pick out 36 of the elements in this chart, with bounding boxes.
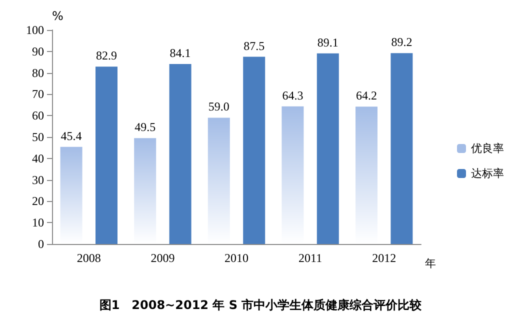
y-tick-label: 30 bbox=[32, 172, 44, 187]
bar bbox=[390, 53, 413, 244]
y-tick-label: 10 bbox=[32, 216, 44, 230]
y-tick-label: 100 bbox=[26, 23, 44, 37]
data-label: 59.0 bbox=[208, 100, 230, 114]
x-tick-label: 2011 bbox=[298, 251, 322, 265]
bar bbox=[243, 56, 266, 244]
data-label: 45.4 bbox=[60, 128, 82, 143]
y-axis-title: % bbox=[52, 9, 64, 23]
data-label: 87.5 bbox=[244, 38, 265, 53]
data-label: 89.1 bbox=[317, 35, 338, 50]
y-tick-label: 40 bbox=[32, 151, 44, 166]
x-tick-label: 2009 bbox=[150, 251, 175, 265]
bar bbox=[96, 66, 118, 244]
x-axis-title: 年 bbox=[425, 257, 436, 270]
data-label: 82.9 bbox=[96, 48, 117, 63]
x-tick-label: 2012 bbox=[372, 251, 396, 265]
y-tick-label: 80 bbox=[32, 66, 44, 80]
data-label: 64.2 bbox=[356, 88, 377, 103]
data-label: 84.1 bbox=[170, 46, 191, 60]
x-tick-label: 2010 bbox=[224, 251, 248, 265]
y-tick-label: 50 bbox=[32, 130, 44, 144]
y-tick-label: 20 bbox=[32, 194, 44, 208]
y-tick-label: 0 bbox=[38, 237, 44, 251]
data-label: 64.3 bbox=[282, 88, 304, 102]
y-tick-label: 70 bbox=[32, 87, 44, 102]
legend-label: 优良率 bbox=[471, 142, 504, 155]
y-tick-label: 90 bbox=[32, 44, 44, 58]
text: 图1 2008~2012 年 S 市中小学生体质健康综合评价比较 bbox=[99, 298, 423, 312]
x-tick-label: 2008 bbox=[76, 251, 101, 265]
data-label: 49.5 bbox=[134, 120, 156, 134]
bar bbox=[169, 64, 192, 244]
data-label: 89.2 bbox=[391, 35, 412, 50]
bar bbox=[316, 53, 339, 244]
y-tick-label: 60 bbox=[32, 108, 44, 123]
legend-label: 达标率 bbox=[471, 167, 504, 180]
